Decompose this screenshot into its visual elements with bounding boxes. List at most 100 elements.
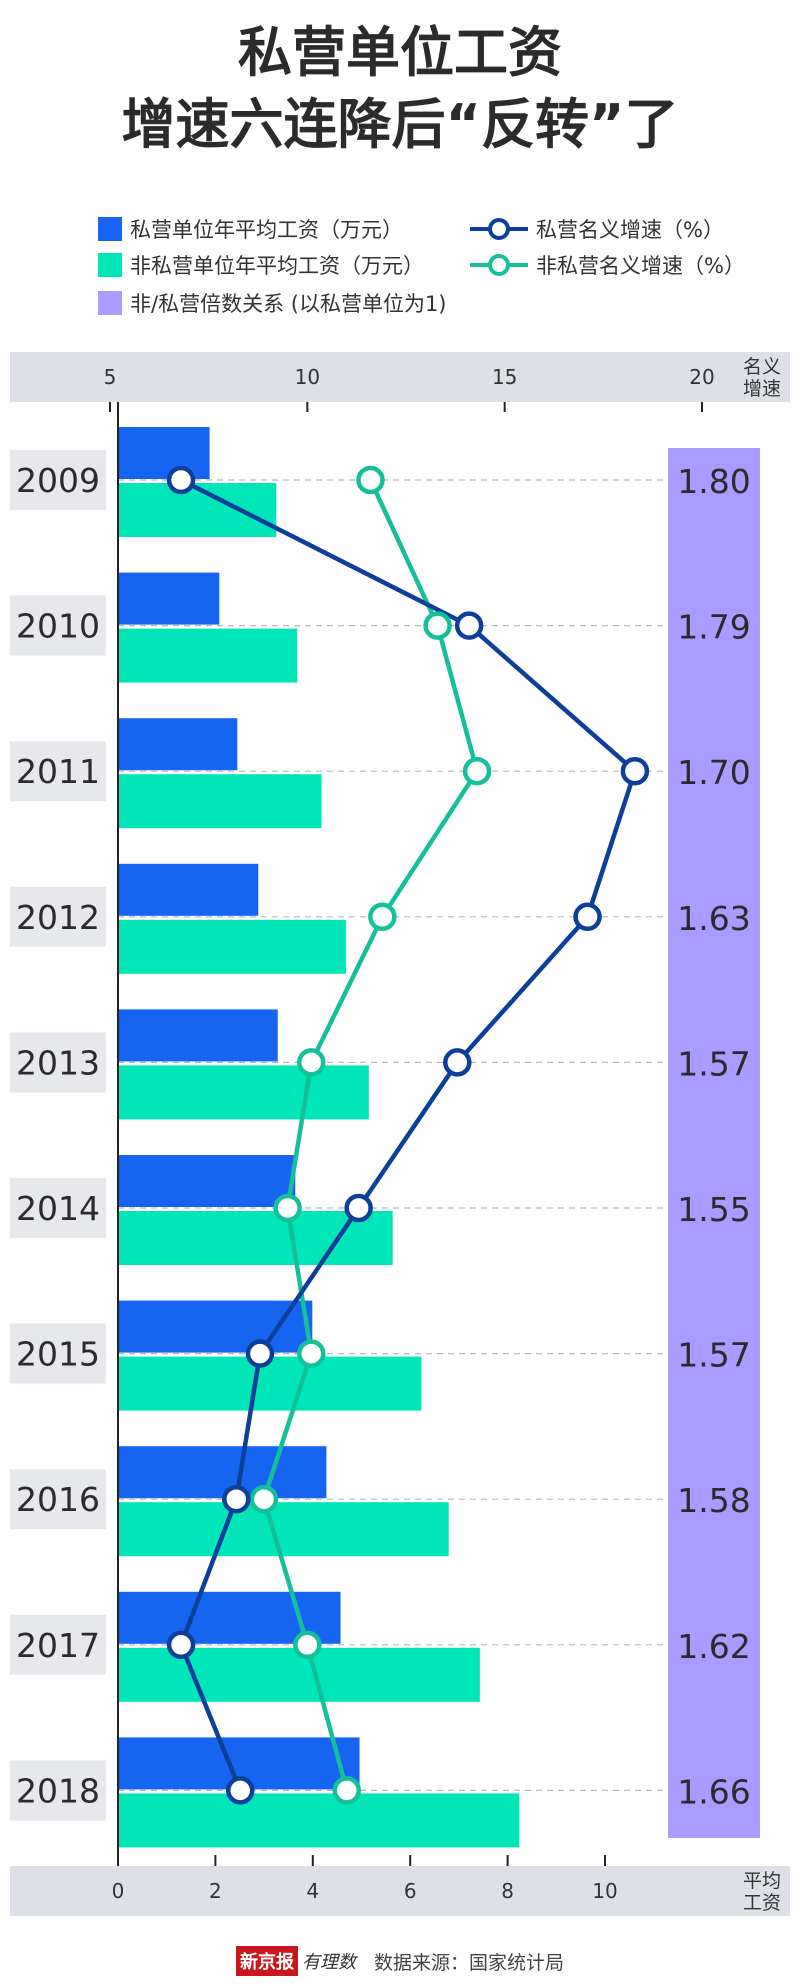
year-label: 2016	[16, 1480, 100, 1519]
bottom-axis-tick: 0	[112, 1879, 125, 1903]
legend-ratio-swatch	[98, 291, 122, 315]
nonprivate-growth-point	[368, 902, 397, 932]
bottom-axis-band	[10, 1866, 790, 1916]
nonprivate-salary-bar	[118, 1356, 422, 1411]
private-salary-bar	[118, 1446, 327, 1499]
private-growth-line	[178, 477, 638, 1792]
nonprivate-salary-bar	[118, 774, 322, 829]
private-salary-bar	[118, 1009, 278, 1062]
nonprivate-salary-bar	[118, 628, 298, 683]
top-axis-title: 增速	[743, 378, 781, 400]
nonprivate-growth-point	[423, 611, 452, 640]
year-label-box	[10, 450, 106, 510]
title-line-1: 私营单位工资	[238, 21, 562, 84]
year-label-box	[10, 1614, 106, 1675]
logo-main: 新京报	[235, 1946, 298, 1976]
private-salary-bar	[118, 1300, 313, 1353]
ratio-value: 1.57	[677, 1336, 750, 1375]
private-salary-bar	[118, 1155, 296, 1207]
year-label-box	[10, 741, 106, 802]
year-label-box	[10, 595, 106, 656]
private-growth-point	[454, 611, 484, 640]
ratio-value: 1.58	[677, 1481, 750, 1520]
nonprivate-growth-point	[249, 1484, 279, 1514]
year-label: 2014	[16, 1189, 100, 1228]
nonprivate-salary-bar	[118, 483, 277, 537]
top-axis-band	[10, 352, 790, 402]
top-axis-tick: 10	[295, 365, 320, 389]
legend-nonprivate-growth-label: 非私营名义增速（%）	[536, 254, 745, 278]
private-growth-point	[225, 1776, 255, 1805]
year-label: 2009	[16, 461, 100, 500]
legend-ratio-label: 非/私营倍数关系 (以私营单位为1)	[130, 292, 447, 316]
legend-nonprivate-growth: 非私营名义增速（%）	[470, 250, 745, 280]
top-axis-tick: 20	[689, 365, 714, 389]
private-salary-bar	[118, 572, 220, 625]
ratio-value: 1.66	[677, 1772, 750, 1811]
nonprivate-growth-point	[297, 1339, 326, 1368]
private-growth-point	[166, 1630, 196, 1660]
year-label-box	[10, 1032, 106, 1093]
nonprivate-growth-point	[356, 465, 385, 495]
top-axis-title: 名义	[743, 356, 781, 378]
legend-ratio: 非/私营倍数关系 (以私营单位为1)	[98, 288, 447, 318]
private-growth-point	[245, 1339, 275, 1368]
bottom-axis-tick: 6	[404, 1879, 417, 1903]
legend-private-growth: 私营名义增速（%）	[470, 214, 724, 244]
private-salary-bar	[118, 863, 259, 916]
bottom-axis-tick: 2	[209, 1879, 222, 1903]
ratio-panel	[668, 448, 760, 1838]
year-label: 2013	[16, 1043, 100, 1082]
legend-nonprivate-salary-swatch	[98, 253, 122, 277]
nonprivate-salary-bar	[118, 1211, 393, 1265]
ratio-value: 1.80	[677, 462, 750, 501]
legend-nonprivate-growth-key	[470, 254, 528, 276]
legend-private-salary-label: 私营单位年平均工资（万元）	[130, 218, 403, 242]
nonprivate-salary-bar	[118, 1793, 520, 1848]
ratio-value: 1.62	[677, 1627, 750, 1666]
legend-private-salary-swatch	[98, 217, 122, 241]
private-growth-point	[620, 756, 650, 786]
private-growth-point	[344, 1193, 373, 1223]
year-label: 2012	[16, 898, 100, 937]
nonprivate-salary-bar	[118, 1502, 449, 1557]
private-growth-point	[222, 1484, 251, 1514]
year-label-box	[10, 1178, 106, 1238]
bottom-axis-tick: 10	[592, 1879, 617, 1903]
legend-private-salary: 私营单位年平均工资（万元）	[98, 214, 403, 244]
nonprivate-growth-line	[261, 479, 480, 1791]
year-label-box	[10, 886, 106, 947]
year-label: 2017	[16, 1626, 100, 1665]
private-growth-point	[166, 465, 196, 495]
nonprivate-salary-bar	[118, 1065, 369, 1120]
legend-nonprivate-salary: 非私营单位年平均工资（万元）	[98, 250, 424, 280]
legend-nonprivate-salary-label: 非私营单位年平均工资（万元）	[130, 254, 424, 278]
year-label: 2015	[16, 1335, 100, 1374]
data-source: 数据来源：国家统计局	[373, 1951, 564, 1974]
bottom-axis-tick: 4	[306, 1879, 319, 1903]
nonprivate-growth-point	[293, 1630, 322, 1660]
legend-private-growth-key	[470, 218, 528, 240]
ratio-value: 1.63	[677, 899, 750, 938]
year-label-box	[10, 1469, 106, 1530]
ratio-value: 1.79	[677, 608, 750, 647]
private-salary-bar	[118, 718, 238, 771]
top-axis-tick: 5	[104, 365, 117, 389]
bottom-axis-tick: 8	[501, 1879, 514, 1903]
footer: 新京报 有理数 数据来源：国家统计局	[0, 1946, 800, 1976]
bottom-axis-title: 平均	[743, 1870, 781, 1892]
year-label-box	[10, 1323, 106, 1384]
ratio-value: 1.57	[677, 1044, 750, 1083]
year-label: 2011	[16, 752, 100, 791]
top-axis-tick: 15	[492, 365, 517, 389]
nonprivate-salary-bar	[118, 919, 346, 974]
year-label-box	[10, 1760, 106, 1821]
title-line-2: 增速六连降后“反转”了	[121, 93, 679, 156]
nonprivate-growth-point	[297, 1048, 326, 1077]
private-growth-point	[573, 902, 602, 932]
publisher-logo: 新京报 有理数	[235, 1946, 356, 1976]
nonprivate-growth-point	[462, 756, 492, 786]
ratio-value: 1.70	[677, 753, 750, 792]
private-salary-bar	[118, 427, 210, 479]
bottom-axis-title: 工资	[743, 1892, 781, 1914]
